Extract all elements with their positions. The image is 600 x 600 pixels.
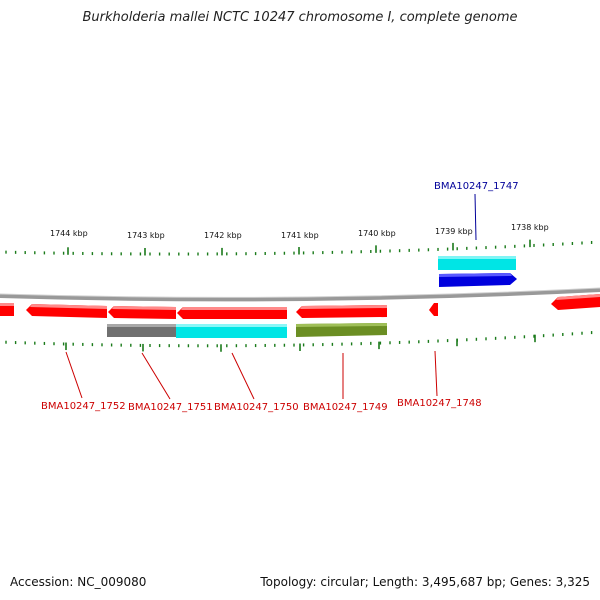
kbp-label-1743: 1743 kbp xyxy=(127,231,165,240)
gene-1748[interactable] xyxy=(429,303,438,316)
cds-1749-olive[interactable] xyxy=(296,323,387,337)
genome-backbone xyxy=(0,288,600,302)
cds-1747-cyan[interactable] xyxy=(438,256,516,270)
genome-title: Burkholderia mallei NCTC 10247 chromosom… xyxy=(82,10,518,25)
leader-line-1748 xyxy=(434,350,438,397)
kbp-label-1738: 1738 kbp xyxy=(511,223,549,232)
gene-left-edge[interactable] xyxy=(0,303,14,316)
kbp-label-1740: 1740 kbp xyxy=(358,229,396,238)
gene-label-1748[interactable]: BMA10247_1748 xyxy=(397,398,482,409)
kbp-label-1744: 1744 kbp xyxy=(50,229,88,238)
leader-line-1747 xyxy=(474,193,477,241)
kbp-label-1741: 1741 kbp xyxy=(281,231,319,240)
lower-tick-row xyxy=(5,331,593,352)
leader-line-1750 xyxy=(231,352,255,400)
gene-label-1752[interactable]: BMA10247_1752 xyxy=(41,401,126,412)
leader-line-1751 xyxy=(141,352,171,400)
gene-label-1749[interactable]: BMA10247_1749 xyxy=(303,402,388,413)
gene-1750[interactable] xyxy=(177,307,287,319)
cds-1751-gray[interactable] xyxy=(107,324,176,337)
gene-1747-blue[interactable] xyxy=(439,273,517,287)
gene-label-1751[interactable]: BMA10247_1751 xyxy=(128,402,213,413)
kbp-label-1742: 1742 kbp xyxy=(204,231,242,240)
accession-text: Accession: NC_009080 xyxy=(10,575,147,589)
gene-label-1750[interactable]: BMA10247_1750 xyxy=(214,402,299,413)
gene-right-edge[interactable] xyxy=(551,294,600,310)
gene-label-1747[interactable]: BMA10247_1747 xyxy=(434,181,519,192)
topology-summary-text: Topology: circular; Length: 3,495,687 bp… xyxy=(260,575,590,589)
kbp-label-1739: 1739 kbp xyxy=(435,227,473,236)
upper-tick-row xyxy=(5,239,593,256)
gene-1752[interactable] xyxy=(26,304,107,318)
gene-1749[interactable] xyxy=(296,305,387,318)
gene-1751[interactable] xyxy=(108,306,176,319)
leader-line-1752 xyxy=(65,351,83,399)
genome-backbone-highlight xyxy=(0,287,600,298)
cds-1750-cyan[interactable] xyxy=(176,324,287,338)
